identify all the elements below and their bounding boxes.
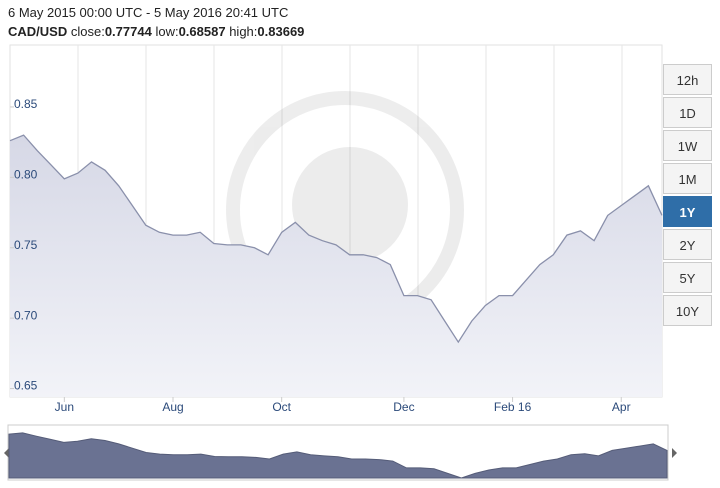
x-tick-label: Dec	[393, 400, 414, 414]
range-button[interactable]: 10Y	[663, 295, 712, 326]
nav-arrow-right	[672, 448, 677, 458]
date-range: 6 May 2015 00:00 UTC - 5 May 2016 20:41 …	[8, 5, 289, 20]
close: 0.77744	[104, 24, 152, 39]
high-label: high:	[229, 24, 258, 39]
x-tick-label: Aug	[162, 400, 183, 414]
high: 0.83669	[257, 24, 305, 39]
y-tick-label: 0.75	[14, 238, 38, 252]
line	[9, 134, 663, 344]
nav-arrow-left	[4, 448, 9, 458]
y-tick-label: 0.65	[14, 379, 38, 393]
pair: CAD/USD	[8, 24, 68, 39]
close-label: close:	[70, 24, 105, 39]
range-button[interactable]: 1W	[663, 130, 712, 161]
x-tick-label: Jun	[55, 400, 74, 414]
range-button[interactable]: 1D	[663, 97, 712, 128]
y-tick-label: 0.85	[14, 97, 38, 111]
x-tick-label: Feb 16	[494, 400, 532, 414]
x-tick-label: Oct	[272, 400, 291, 414]
navigator-area	[8, 432, 668, 479]
y-tick-label: 0.80	[14, 168, 38, 182]
low: 0.68587	[178, 24, 226, 39]
range-button[interactable]: 2Y	[663, 229, 712, 260]
range-button[interactable]: 12h	[663, 64, 712, 95]
range-button[interactable]: 1Y	[663, 196, 712, 227]
quote-summary: CAD/USD close:0.77744 low:0.68587 high:0…	[8, 24, 304, 39]
low-label: low:	[155, 24, 179, 39]
range-button[interactable]: 5Y	[663, 262, 712, 293]
range-button[interactable]: 1M	[663, 163, 712, 194]
x-tick-label: Apr	[612, 400, 631, 414]
y-tick-label: 0.70	[14, 308, 38, 322]
area	[10, 135, 662, 397]
